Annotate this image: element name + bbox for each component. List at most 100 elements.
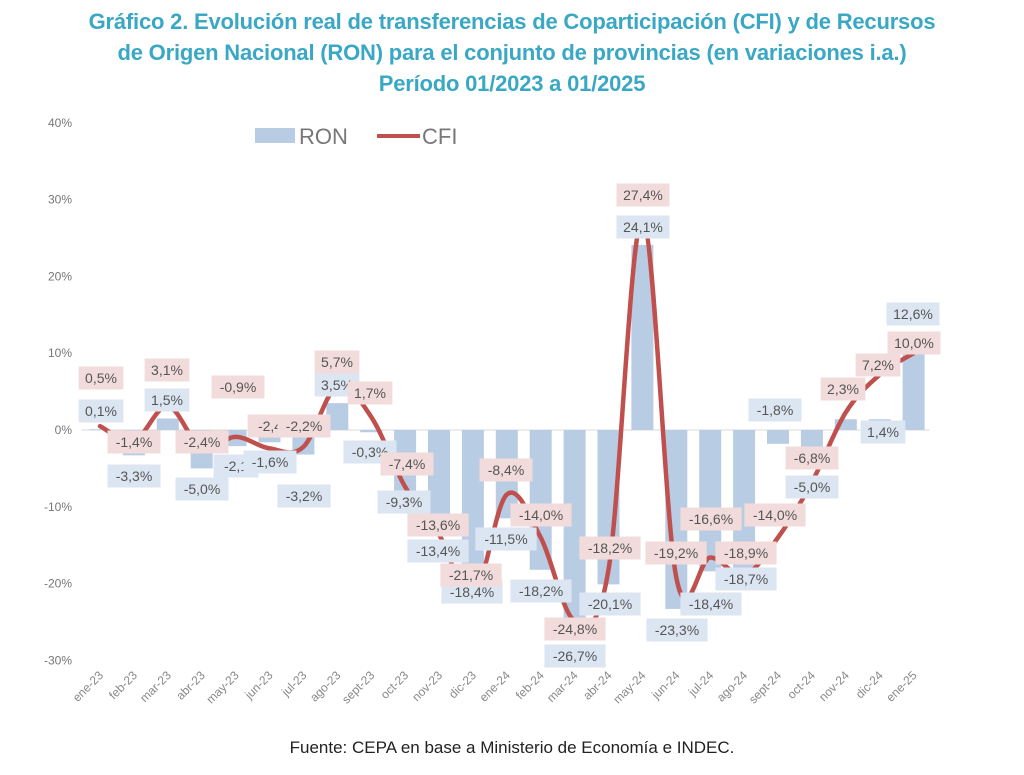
ron-data-label-bg: [243, 450, 297, 474]
ron-data-label: 12,6%: [886, 302, 940, 326]
y-tick-label: 40%: [48, 116, 72, 130]
ron-data-label-text: -18,7%: [724, 571, 768, 587]
cfi-data-label-bg: [407, 513, 469, 537]
x-tick-label: feb-24: [513, 668, 547, 702]
cfi-data-label-text: -2,4%: [184, 434, 221, 450]
ron-data-label: -5,0%: [785, 475, 839, 499]
cfi-data-label: 7,2%: [855, 353, 901, 377]
x-tick-label: dic-24: [853, 668, 886, 701]
ron-data-label-text: -0,3%: [352, 444, 389, 460]
cfi-data-label-bg: [347, 381, 393, 405]
ron-data-label-text: -2,1: [224, 458, 248, 474]
cfi-data-label-bg: [78, 366, 124, 390]
cfi-data-label-text: -2,2%: [286, 418, 323, 434]
cfi-data-label-bg: [579, 536, 641, 560]
ron-data-label: -18,7%: [715, 567, 777, 591]
ron-data-label-bg: [715, 567, 777, 591]
cfi-data-label-text: -0,9%: [220, 379, 257, 395]
ron-bar: [89, 429, 111, 430]
ron-data-label-text: -20,1%: [588, 596, 632, 612]
x-tick-label: feb-23: [106, 668, 140, 702]
ron-data-label-bg: [785, 475, 839, 499]
ron-bar: [733, 430, 756, 574]
ron-bar: [326, 403, 349, 430]
ron-data-label: -9,3%: [377, 490, 431, 514]
x-tick-label: nov-23: [409, 668, 445, 704]
x-tick-label: sept-24: [746, 668, 784, 706]
cfi-data-label: -18,2%: [579, 536, 641, 560]
ron-data-label: 0,1%: [78, 399, 124, 423]
ron-data-label-bg: [579, 592, 641, 616]
x-tick-label: ago-24: [714, 668, 751, 705]
cfi-data-label-text: -14,0%: [753, 507, 797, 523]
ron-data-label-bg: [475, 527, 537, 551]
source-note: Fuente: CEPA en base a Ministerio de Eco…: [289, 738, 735, 757]
ron-bar: [631, 244, 654, 430]
y-tick-label: 30%: [48, 193, 72, 207]
x-tick-label: jul-24: [685, 668, 717, 700]
ron-data-label: -11,5%: [475, 527, 537, 551]
ron-data-label-bg: [175, 477, 229, 501]
ron-data-label-text: 1,4%: [867, 424, 899, 440]
cfi-data-label-text: 3,1%: [151, 362, 183, 378]
ron-data-label-bg: [78, 399, 124, 423]
x-tick-label: nov-24: [816, 668, 852, 704]
cfi-data-label-bg: [645, 541, 707, 565]
ron-data-label: -5,0%: [175, 477, 229, 501]
ron-data-label-text: -3,3%: [116, 468, 153, 484]
x-tick-label: jun-23: [241, 668, 275, 702]
data-labels: 0,1%-3,3%1,5%-5,0%-2,1 -1,6%-3,2%3,5%-0,3…: [78, 183, 941, 668]
ron-data-label: -3,3%: [107, 464, 161, 488]
ron-bar: [699, 430, 722, 572]
x-tick-label: jul-23: [278, 668, 310, 700]
ron-data-label-bg: [748, 398, 802, 422]
ron-data-label: -1,8%: [748, 398, 802, 422]
ron-data-label: 1,5%: [144, 388, 190, 412]
x-tick-label: ago-23: [307, 668, 344, 705]
cfi-data-label-text: -8,4%: [488, 462, 525, 478]
x-tick-label: mar-24: [544, 668, 581, 705]
cfi-data-label: -0,9%: [211, 375, 265, 399]
cfi-data-label-text: 7,2%: [862, 357, 894, 373]
cfi-data-label-bg: [144, 358, 190, 382]
legend: RON CFI: [255, 124, 457, 149]
y-axis: 40% 30% 20% 10% 0% -10% -20% -30%: [44, 116, 72, 668]
ron-data-label-bg: [646, 618, 708, 642]
x-tick-label: oct-24: [785, 668, 819, 702]
cfi-data-label: -7,4%: [380, 452, 434, 476]
cfi-data-label-text: -18,9%: [724, 545, 768, 561]
x-tick-label: ene-24: [477, 668, 514, 705]
cfi-data-label: -13,6%: [407, 513, 469, 537]
cfi-data-label: -6,8%: [785, 446, 839, 470]
ron-data-label-text: -23,3%: [655, 622, 699, 638]
cfi-data-label: -14,0%: [510, 503, 572, 527]
cfi-data-label-text: -24,8%: [553, 621, 597, 637]
ron-data-label: -18,4%: [680, 592, 742, 616]
cfi-data-label-bg: [715, 541, 777, 565]
y-tick-label: -20%: [44, 577, 72, 591]
ron-bar: [360, 430, 383, 433]
ron-data-label-bg: [377, 490, 431, 514]
cfi-data-label-bg: [820, 377, 866, 401]
cfi-data-label-bg: [744, 503, 806, 527]
cfi-data-label-text: 2,3%: [827, 381, 859, 397]
cfi-data-label-text: -7,4%: [389, 456, 426, 472]
chart-title: Gráfico 2. Evolución real de transferenc…: [0, 6, 1024, 99]
ron-bar: [156, 418, 179, 430]
cfi-data-label-text: -6,8%: [794, 450, 831, 466]
x-tick-label: mar-23: [137, 668, 174, 705]
ron-data-label-text: -1,6%: [252, 454, 289, 470]
cfi-data-label-bg: [785, 446, 839, 470]
ron-data-label: -3,2%: [277, 484, 331, 508]
ron-data-label-bg: [144, 388, 190, 412]
ron-data-label-text: 0,1%: [85, 403, 117, 419]
ron-data-label: -23,3%: [646, 618, 708, 642]
cfi-data-label-text: 1,7%: [354, 385, 386, 401]
ron-data-label-bg: [680, 592, 742, 616]
ron-data-label-text: -3,2%: [286, 488, 323, 504]
ron-data-label-bg: [886, 302, 940, 326]
x-tick-label: ene-25: [883, 668, 920, 705]
cfi-data-label-bg: [544, 617, 606, 641]
ron-data-label: 24,1%: [616, 215, 670, 239]
